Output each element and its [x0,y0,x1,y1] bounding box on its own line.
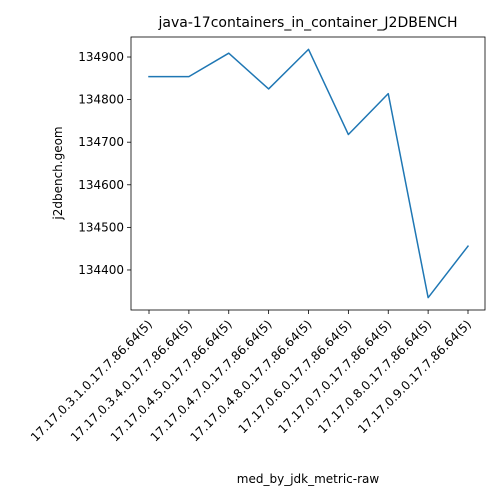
y-tick-label: 134500 [78,220,124,234]
y-tick-label: 134700 [78,135,124,149]
plot-frame [130,36,486,311]
x-axis: 17.17.0.3.1.0.17.7.86.64(5)17.17.0.3.4.0… [28,310,474,444]
chart-title: java-17containers_in_container_J2DBENCH [158,15,458,31]
plot-area: 134400 134500 134600 134700 134800 134900 17.… [28,36,486,444]
y-tick-label: 134900 [78,50,124,64]
series-layer [148,48,470,299]
y-tick-label: 134400 [78,263,124,277]
series-line [148,48,470,299]
y-axis: 134400 134500 134600 134700 134800 134900 [78,50,131,277]
y-tick-label: 134800 [78,93,124,107]
x-axis-title: med_by_jdk_metric-raw [237,472,380,486]
y-tick-label: 134600 [78,178,124,192]
y-axis-title: j2dbench.geom [51,126,65,220]
